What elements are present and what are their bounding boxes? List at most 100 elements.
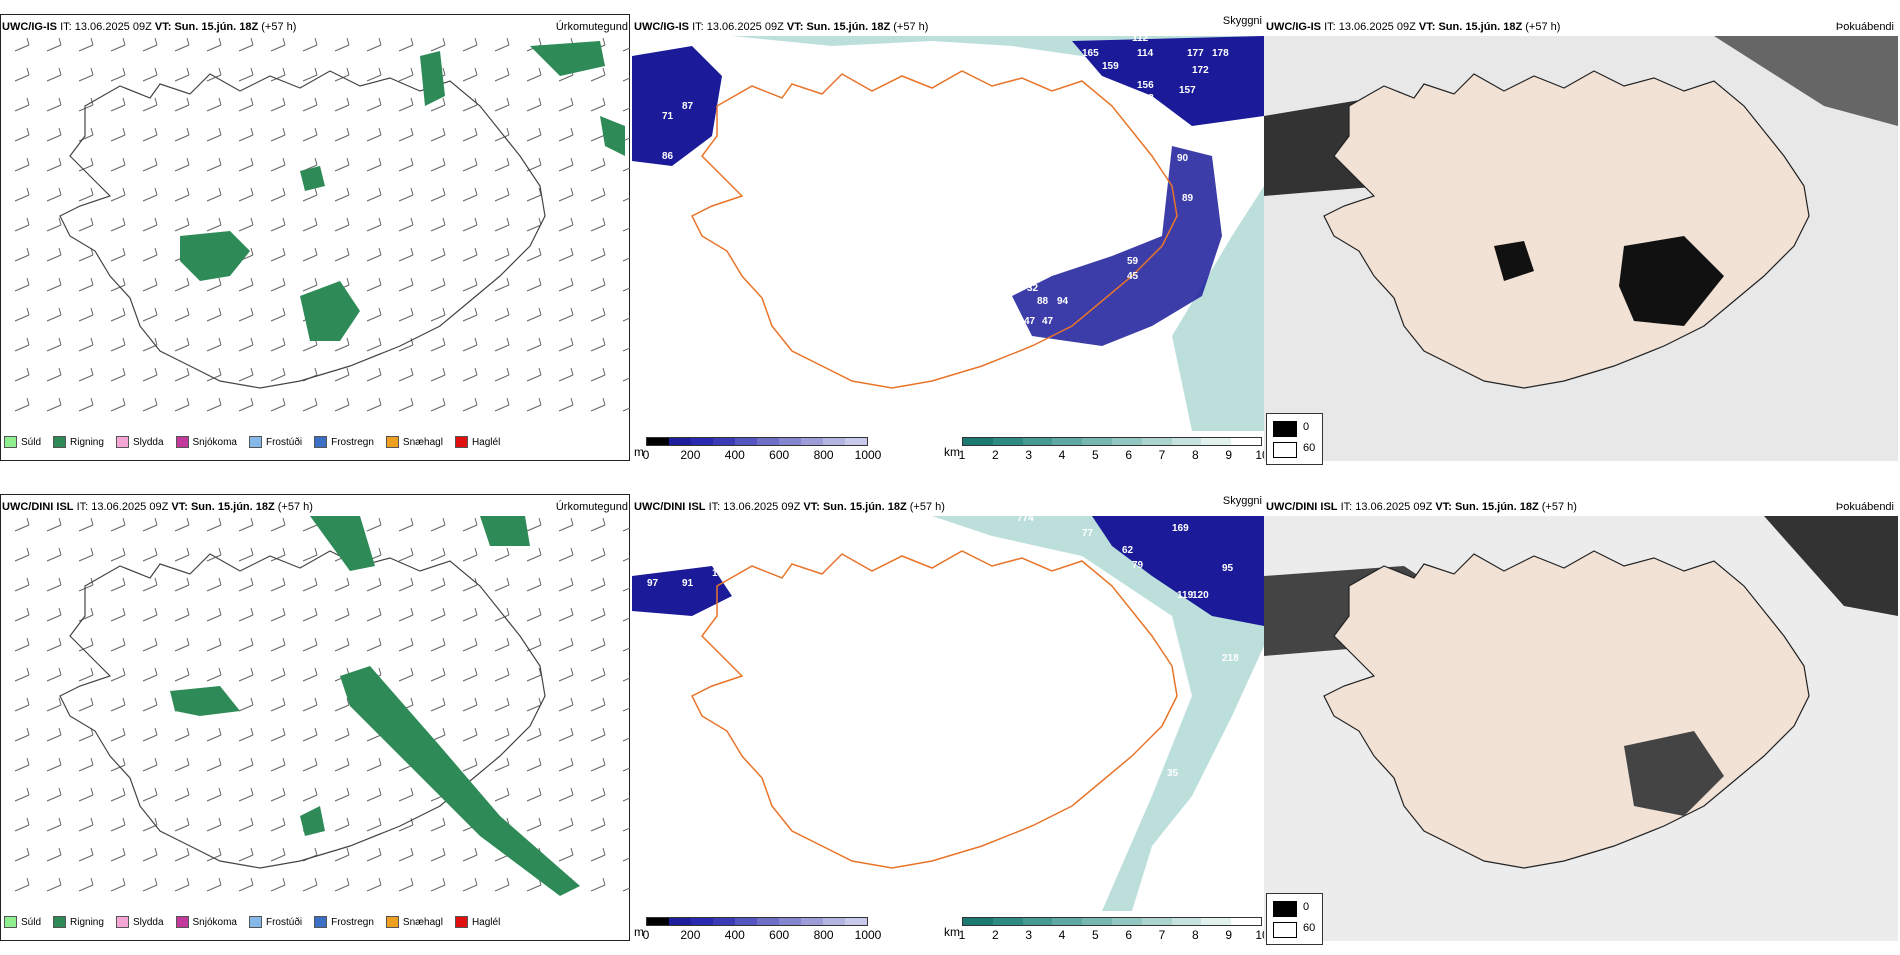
wind-barb-flag xyxy=(570,247,574,256)
wind-barb-flag xyxy=(602,67,606,76)
wind-barb-flag xyxy=(58,637,62,646)
wind-barb xyxy=(398,854,414,862)
wind-barb xyxy=(334,74,350,82)
wind-barb-flag xyxy=(26,187,30,196)
wind-barb-flag xyxy=(602,397,606,406)
wind-barb-flag xyxy=(346,157,350,166)
wind-barb xyxy=(622,167,630,172)
fog-map xyxy=(1264,516,1898,941)
wind-barb-flag xyxy=(506,337,510,346)
wind-barb-flag xyxy=(122,307,126,316)
wind-barb-flag xyxy=(186,727,190,736)
wind-barb-flag xyxy=(442,577,446,586)
wind-barb-flag xyxy=(154,187,158,196)
wind-barb-flag xyxy=(90,517,94,526)
wind-barb xyxy=(494,134,510,142)
wind-barb xyxy=(78,734,94,742)
wind-barb-flag xyxy=(506,67,510,76)
wind-barb xyxy=(302,554,318,562)
wind-barb xyxy=(46,314,62,322)
wind-barb-flag xyxy=(442,727,446,736)
wind-barb xyxy=(110,734,126,742)
wind-barb xyxy=(238,854,254,862)
wind-barb xyxy=(46,794,62,802)
cloud-base-label: 59 xyxy=(872,271,884,282)
wind-barb xyxy=(142,404,158,412)
colorbar-tick: 1 xyxy=(958,928,966,942)
wind-barb-flag xyxy=(442,307,446,316)
wind-barb xyxy=(622,257,630,262)
wind-barb-flag xyxy=(474,187,478,196)
visibility-panel-top: UWC/IG-IS IT: 13.06.2025 09Z VT: Sun. 15… xyxy=(632,0,1269,470)
wind-barb xyxy=(558,794,574,802)
wind-barb xyxy=(494,644,510,652)
wind-barb xyxy=(494,224,510,232)
wind-barb xyxy=(430,44,446,52)
wind-barb xyxy=(174,524,190,532)
colorbar-tick: 4 xyxy=(1058,928,1066,942)
wind-barb xyxy=(14,164,30,172)
it-label: IT: xyxy=(60,21,72,33)
wind-barb xyxy=(142,134,158,142)
wind-barb xyxy=(558,854,574,862)
wind-barb xyxy=(46,344,62,352)
wind-barb xyxy=(270,254,286,262)
wind-barb xyxy=(14,854,30,862)
wind-barb-flag xyxy=(186,157,190,166)
wind-barb-flag xyxy=(314,187,318,196)
wind-barb xyxy=(590,74,606,82)
wind-barb-flag xyxy=(442,67,446,76)
wind-barb-flag xyxy=(122,97,126,106)
colorbar-tick: 800 xyxy=(813,448,834,462)
wind-barb xyxy=(622,197,630,202)
wind-barb-flag xyxy=(250,697,254,706)
wind-barb xyxy=(462,884,478,892)
cloud-base-label: 104 xyxy=(1182,133,1199,144)
wind-barb-flag xyxy=(90,847,94,856)
wind-barb-flag xyxy=(250,307,254,316)
wind-barb xyxy=(590,194,606,202)
wind-barb-flag xyxy=(90,37,94,46)
wind-barb-flag xyxy=(250,577,254,586)
wind-barb xyxy=(430,374,446,382)
wind-barb-flag xyxy=(378,277,382,286)
wind-barb xyxy=(590,284,606,292)
wind-barb xyxy=(206,104,222,112)
wind-barb xyxy=(494,704,510,712)
wind-barb-flag xyxy=(506,367,510,376)
wind-barb-flag xyxy=(570,157,574,166)
wind-barb xyxy=(46,524,62,532)
wind-barb-flag xyxy=(282,217,286,226)
wind-barb-flag xyxy=(314,67,318,76)
wind-barb xyxy=(526,194,542,202)
colorbar-tick: 200 xyxy=(680,448,701,462)
wind-barb xyxy=(590,224,606,232)
visibility-panel-bottom: UWC/DINI ISL IT: 13.06.2025 09Z VT: Sun.… xyxy=(632,480,1269,950)
wind-barb-flag xyxy=(602,187,606,196)
wind-barb xyxy=(430,104,446,112)
wind-barb xyxy=(590,584,606,592)
wind-barb-flag xyxy=(314,97,318,106)
wind-barb-flag xyxy=(58,577,62,586)
colorbar-tick: 8 xyxy=(1191,928,1199,942)
wind-barb xyxy=(366,614,382,622)
colorbar-swatch xyxy=(823,918,845,925)
wind-barb xyxy=(46,704,62,712)
wind-barb xyxy=(110,344,126,352)
wind-barb xyxy=(174,404,190,412)
wind-barb xyxy=(398,194,414,202)
panel-header: UWC/IG-IS IT: 13.06.2025 09Z VT: Sun. 15… xyxy=(2,21,296,33)
wind-barb xyxy=(110,794,126,802)
wind-barb xyxy=(462,284,478,292)
wind-barb xyxy=(46,164,62,172)
wind-barb-flag xyxy=(282,97,286,106)
wind-barb xyxy=(46,764,62,772)
wind-barb-flag xyxy=(570,307,574,316)
wind-barb xyxy=(14,254,30,262)
wind-barb xyxy=(110,644,126,652)
wind-barb-flag xyxy=(602,757,606,766)
wind-barb-flag xyxy=(410,847,414,856)
wind-barb-flag xyxy=(186,67,190,76)
wind-barb xyxy=(590,734,606,742)
wind-barb xyxy=(334,884,350,892)
